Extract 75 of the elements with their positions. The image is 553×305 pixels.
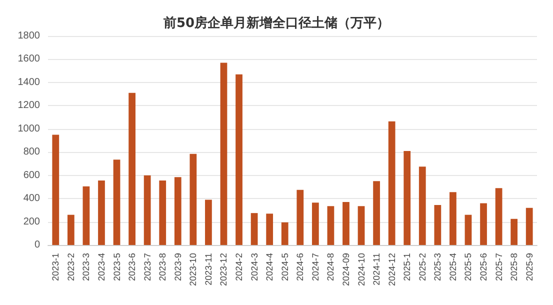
x-tick-label: 2024-7 — [310, 253, 320, 282]
x-tick-label: 2025-8 — [509, 253, 520, 282]
x-tick-label: 2024-3 — [249, 253, 260, 282]
bar — [250, 213, 258, 245]
bar — [388, 121, 396, 245]
bar — [495, 188, 502, 245]
x-tick-label: 2024-5 — [280, 253, 290, 282]
x-tick-label: 2024-09 — [340, 253, 351, 286]
x-tick-label: 2024-8 — [326, 253, 336, 282]
x-tick-label: 2025-2 — [417, 253, 428, 282]
bar — [296, 190, 304, 245]
x-tick-label: 2024-10 — [356, 253, 366, 286]
y-tick-label: 600 — [23, 170, 40, 181]
bar — [450, 192, 456, 245]
y-tick-label: 1600 — [18, 54, 40, 65]
bar — [526, 208, 533, 245]
x-tick-label: 2023-12 — [218, 253, 229, 286]
bar — [113, 160, 120, 245]
bar — [236, 74, 242, 245]
y-tick-label: 1800 — [18, 30, 40, 42]
bar — [144, 175, 151, 245]
bar — [220, 62, 228, 245]
bar — [327, 206, 334, 245]
x-tick-label: 2024-2 — [234, 253, 244, 282]
y-tick-label: 1400 — [18, 76, 40, 88]
bar — [281, 222, 288, 245]
x-tick-label: 2023-10 — [188, 253, 198, 286]
y-tick-label: 800 — [23, 146, 40, 158]
y-tick-label: 0 — [34, 240, 40, 250]
x-tick-label: 2025-5 — [463, 253, 474, 282]
x-tick-label: 2023-3 — [81, 253, 92, 282]
bar — [205, 200, 212, 245]
x-tick-label: 2025-9 — [524, 253, 534, 282]
x-tick-label: 2023-9 — [172, 253, 183, 282]
chart-title: 前50房企单月新增全口径土储（万平） — [162, 15, 390, 31]
x-tick-label: 2023-6 — [127, 253, 138, 282]
x-tick-label: 2024-6 — [295, 253, 306, 282]
x-tick-label: 2025-3 — [432, 253, 443, 282]
x-tick-label: 2024-12 — [386, 253, 397, 286]
bar — [98, 180, 105, 245]
bar — [373, 181, 380, 245]
x-tick-label: 2025-1 — [402, 253, 412, 282]
bar — [418, 166, 426, 245]
bar — [67, 214, 74, 245]
x-tick-label: 2024-4 — [264, 253, 275, 282]
bar — [128, 92, 136, 245]
bar — [434, 204, 442, 245]
bar — [266, 214, 274, 245]
bar — [464, 214, 472, 245]
bar — [358, 206, 365, 245]
bar — [342, 202, 350, 245]
x-tick-label: 2023-11 — [203, 253, 214, 286]
x-tick-label: 2025-4 — [448, 253, 458, 282]
x-tick-label: 2023-1 — [50, 253, 61, 282]
bar — [312, 202, 319, 245]
y-tick-label: 1200 — [18, 100, 40, 112]
y-tick-label: 400 — [23, 193, 40, 204]
x-tick-label: 2023-8 — [158, 253, 168, 282]
x-tick-label: 2023-2 — [66, 253, 76, 282]
x-tick-label: 2023-5 — [112, 253, 122, 282]
bar — [174, 177, 182, 245]
y-tick-label: 1000 — [18, 123, 40, 134]
bar — [510, 218, 518, 245]
y-tick-label: 200 — [23, 216, 40, 228]
x-tick-label: 2025-6 — [478, 253, 489, 282]
bar — [480, 203, 487, 245]
x-tick-label: 2023-7 — [142, 253, 152, 282]
x-tick-label: 2024-11 — [372, 253, 382, 286]
bar — [52, 134, 60, 245]
bar — [404, 150, 411, 245]
bar — [159, 180, 166, 245]
bar — [82, 186, 90, 245]
x-tick-label: 2023-4 — [96, 253, 106, 282]
x-tick-label: 2025-7 — [494, 253, 504, 282]
bar — [190, 154, 197, 245]
